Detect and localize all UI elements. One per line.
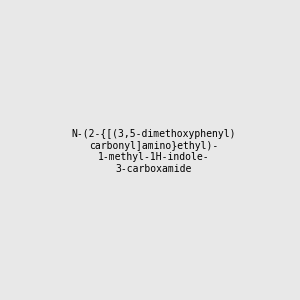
Text: N-(2-{[(3,5-dimethoxyphenyl)
carbonyl]amino}ethyl)-
1-methyl-1H-indole-
3-carbox: N-(2-{[(3,5-dimethoxyphenyl) carbonyl]am… <box>71 129 236 174</box>
